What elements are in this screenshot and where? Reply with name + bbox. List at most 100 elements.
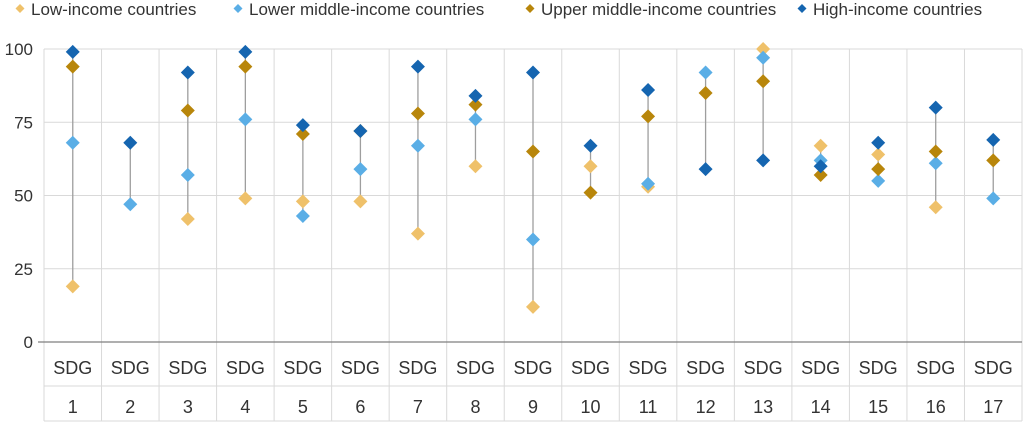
data-point-series-2 — [65, 135, 80, 150]
data-point-series-1 — [238, 191, 253, 206]
data-point-series-1 — [65, 279, 80, 294]
data-point-series-3 — [641, 109, 656, 124]
data-point-series-3 — [871, 162, 886, 177]
data-point-series-4 — [238, 44, 253, 59]
data-point-series-1 — [353, 194, 368, 209]
x-category-number: 15 — [868, 397, 888, 417]
data-point-series-2 — [238, 112, 253, 127]
x-category-number: 3 — [183, 397, 193, 417]
data-point-series-2 — [756, 50, 771, 65]
data-point-series-2 — [123, 197, 138, 212]
legend-label: Lower middle-income countries — [249, 0, 484, 19]
data-point-series-4 — [583, 138, 598, 153]
data-point-series-2 — [641, 176, 656, 191]
data-point-series-4 — [123, 135, 138, 150]
x-category-number: 7 — [413, 397, 423, 417]
data-point-series-2 — [353, 162, 368, 177]
x-category-label: SDG — [456, 358, 495, 378]
x-category-number: 9 — [528, 397, 538, 417]
data-point-series-4 — [353, 124, 368, 139]
data-point-series-4 — [180, 65, 195, 80]
data-point-series-3 — [238, 59, 253, 74]
data-point-series-2 — [526, 232, 540, 247]
data-point-series-3 — [698, 85, 713, 100]
data-point-series-1 — [468, 159, 483, 174]
data-point-series-3 — [928, 144, 943, 159]
x-category-number: 6 — [355, 397, 365, 417]
data-point-series-3 — [813, 167, 828, 182]
data-point-series-4 — [65, 44, 80, 59]
range-lines — [72, 49, 994, 307]
data-point-series-4 — [641, 83, 656, 98]
x-category-number: 12 — [696, 397, 716, 417]
data-point-series-1 — [583, 159, 598, 174]
x-category-label: SDG — [226, 358, 265, 378]
x-category-label: SDG — [744, 358, 783, 378]
data-point-series-2 — [928, 156, 943, 171]
data-point-series-2 — [698, 65, 713, 80]
data-point-series-4 — [813, 159, 828, 174]
y-tick-label: 25 — [14, 260, 33, 279]
y-tick-label: 100 — [5, 40, 33, 59]
y-tick-label: 0 — [24, 333, 33, 352]
y-axis: 0 25 50 75 100 — [5, 40, 33, 352]
data-point-series-4 — [698, 162, 713, 177]
data-point-series-2 — [468, 112, 483, 127]
x-category-label: SDG — [801, 358, 840, 378]
x-category-number: 17 — [983, 397, 1003, 417]
data-point-series-2 — [410, 138, 425, 153]
data-point-series-3 — [180, 103, 195, 118]
x-category-label: SDG — [53, 358, 92, 378]
data-point-series-3 — [756, 74, 771, 89]
x-category-number: 13 — [753, 397, 773, 417]
legend: Low-income countries Lower middle-income … — [15, 0, 982, 19]
legend-marker — [797, 4, 807, 13]
data-point-series-4 — [756, 153, 771, 168]
x-category-label: SDG — [629, 358, 668, 378]
y-tick-label: 50 — [14, 187, 33, 206]
x-category-number: 2 — [125, 397, 135, 417]
data-point-series-3 — [410, 106, 425, 121]
legend-label: Upper middle-income countries — [541, 0, 776, 19]
legend-label: Low-income countries — [31, 0, 196, 19]
data-point-series-4 — [928, 100, 943, 115]
data-markers — [65, 42, 1001, 314]
data-point-series-4 — [526, 65, 540, 80]
data-point-series-3 — [295, 126, 310, 141]
legend-marker — [15, 4, 25, 13]
data-point-series-1 — [410, 226, 425, 241]
data-point-series-2 — [871, 173, 886, 188]
y-tick-label: 75 — [14, 113, 33, 132]
x-category-number: 14 — [811, 397, 831, 417]
data-point-series-1 — [526, 299, 540, 314]
data-point-series-2 — [180, 167, 195, 182]
data-point-series-3 — [526, 144, 540, 159]
x-category-number: 11 — [639, 397, 658, 417]
x-category-label: SDG — [859, 358, 898, 378]
legend-marker — [525, 4, 535, 13]
x-category-label: SDG — [341, 358, 380, 378]
data-point-series-4 — [410, 59, 425, 74]
data-point-series-1 — [756, 42, 771, 56]
legend-marker — [233, 4, 243, 13]
grid — [43, 48, 1023, 422]
data-point-series-4 — [986, 132, 1001, 147]
x-category-number: 8 — [470, 397, 480, 417]
data-point-series-1 — [180, 211, 195, 226]
data-point-series-1 — [295, 194, 310, 209]
x-category-label: SDG — [398, 358, 437, 378]
x-category-label: SDG — [916, 358, 955, 378]
x-category-label: SDG — [974, 358, 1013, 378]
x-category-number: 16 — [926, 397, 946, 417]
data-point-series-3 — [65, 59, 80, 74]
data-point-series-2 — [295, 209, 310, 224]
x-axis: SDG 1 SDG 2 SDG 3 SDG 4 SDG 5 SDG 6 SDG 7 SDG 8 SDG 9 SDG 1… — [38, 341, 1022, 417]
x-category-label: SDG — [168, 358, 207, 378]
data-point-series-4 — [295, 118, 310, 133]
x-category-label: SDG — [513, 358, 552, 378]
data-point-series-4 — [468, 88, 483, 103]
x-category-number: 4 — [240, 397, 250, 417]
data-point-series-3 — [583, 185, 598, 200]
